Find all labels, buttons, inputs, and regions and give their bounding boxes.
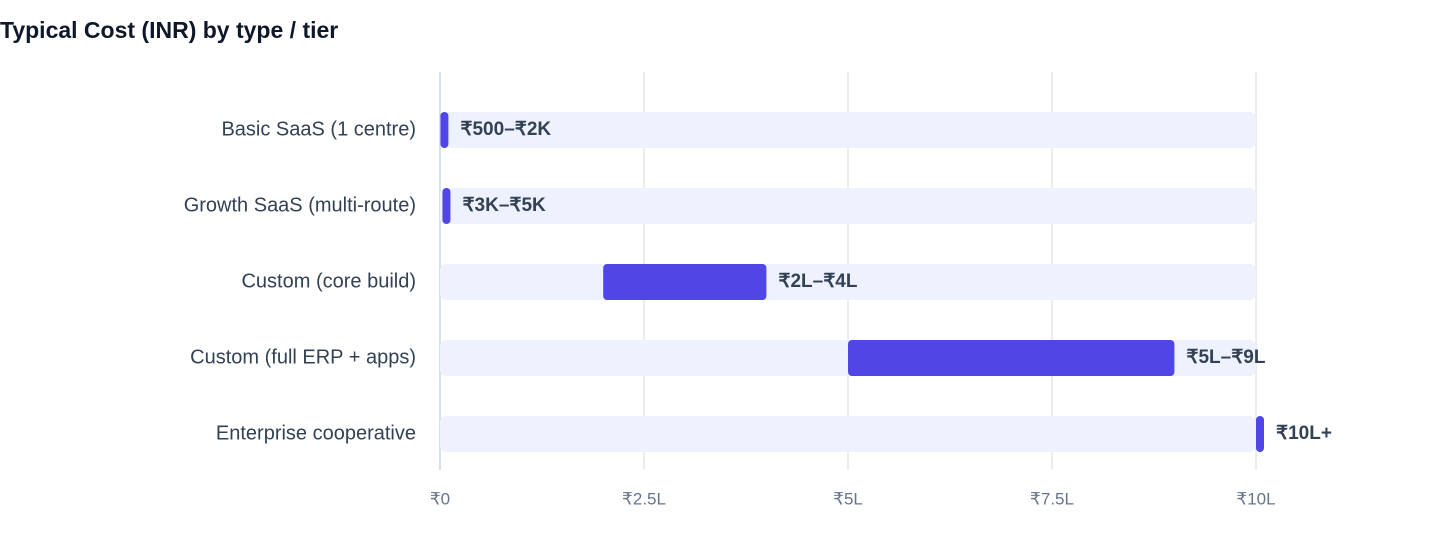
x-tick-label: ₹10L: [1236, 489, 1275, 508]
track: [440, 112, 1256, 148]
bar: [440, 112, 449, 148]
y-category-label: Custom (full ERP + apps): [190, 346, 416, 368]
value-label: ₹10L+: [1276, 423, 1332, 444]
chart-title: Typical Cost (INR) by type / tier: [0, 17, 338, 43]
value-label: ₹500–₹2K: [460, 119, 551, 140]
track: [440, 416, 1256, 452]
value-label: ₹3K–₹5K: [462, 195, 546, 216]
y-category-label: Basic SaaS (1 centre): [221, 118, 416, 140]
y-category-label: Custom (core build): [241, 270, 416, 292]
track: [440, 188, 1256, 224]
x-tick-label: ₹2.5L: [622, 489, 666, 508]
bar: [603, 264, 767, 300]
bar: [442, 188, 451, 224]
bar: [1256, 416, 1264, 452]
y-category-label: Growth SaaS (multi-route): [184, 194, 416, 216]
y-category-label: Enterprise cooperative: [216, 422, 416, 444]
bar: [848, 340, 1175, 376]
x-tick-label: ₹0: [430, 489, 450, 508]
x-tick-label: ₹7.5L: [1030, 489, 1074, 508]
value-label: ₹2L–₹4L: [778, 271, 857, 292]
value-label: ₹5L–₹9L: [1186, 347, 1265, 368]
x-tick-label: ₹5L: [833, 489, 863, 508]
